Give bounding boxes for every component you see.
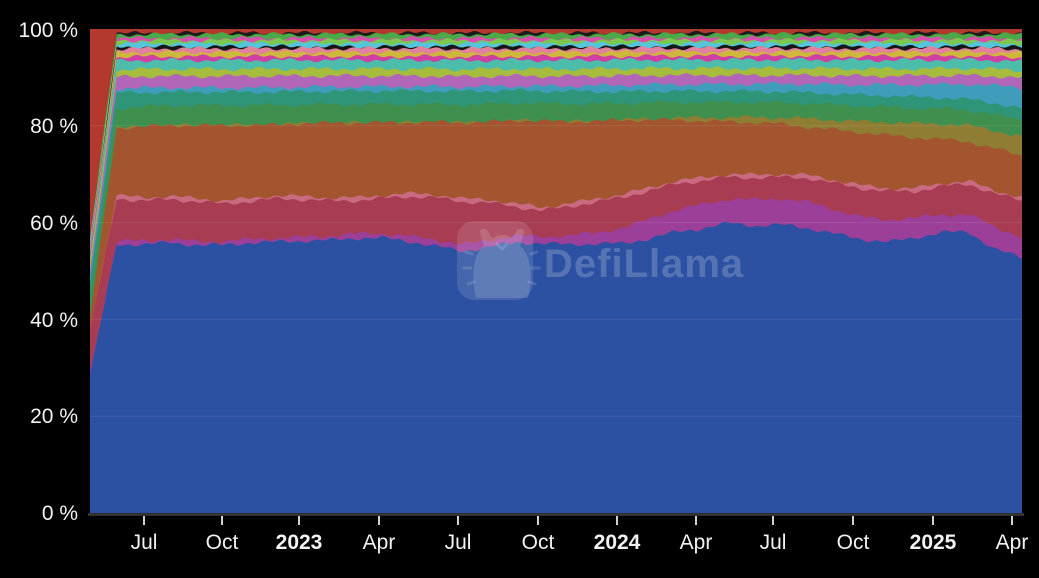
llama-whisker-left-icon bbox=[462, 250, 476, 286]
y-label-80: 80 % bbox=[30, 115, 78, 138]
y-label-60: 60 % bbox=[30, 212, 78, 235]
x-label-jul-2023: Jul bbox=[445, 531, 472, 554]
x-axis-ticks bbox=[143, 516, 1013, 525]
x-label-apr-2024: Apr bbox=[680, 531, 713, 554]
y-label-40: 40 % bbox=[30, 309, 78, 332]
x-label-2025: 2025 bbox=[910, 531, 957, 554]
y-label-20: 20 % bbox=[30, 405, 78, 428]
area-band-blue[interactable] bbox=[90, 221, 1022, 513]
x-label-oct-2022: Oct bbox=[206, 531, 239, 554]
x-label-2024: 2024 bbox=[594, 531, 641, 554]
x-label-oct-2024: Oct bbox=[837, 531, 870, 554]
y-label-0: 0 % bbox=[42, 502, 78, 525]
area-series-group[interactable] bbox=[90, 29, 1022, 514]
gridlines bbox=[90, 125, 1022, 417]
x-label-oct-2023: Oct bbox=[522, 531, 555, 554]
x-label-jul-2024: Jul bbox=[760, 531, 787, 554]
x-label-2023: 2023 bbox=[276, 531, 323, 554]
x-label-apr-2023: Apr bbox=[363, 531, 396, 554]
y-axis-labels: 0 % 20 % 40 % 60 % 80 % 100 % bbox=[18, 19, 78, 525]
llama-whisker-right-icon bbox=[527, 250, 541, 286]
y-label-100: 100 % bbox=[18, 19, 78, 42]
x-label-jul-2022: Jul bbox=[131, 531, 158, 554]
llama-nose-icon bbox=[495, 242, 509, 252]
watermark-text: DefiLlama bbox=[544, 242, 744, 286]
x-axis-labels: Jul Oct 2023 Apr Jul Oct 2024 Apr Jul Oc… bbox=[131, 531, 1029, 554]
defillama-watermark: DefiLlama bbox=[457, 221, 744, 300]
defillama-logo-icon bbox=[457, 221, 533, 300]
x-label-apr-2025: Apr bbox=[996, 531, 1029, 554]
llama-icon bbox=[473, 228, 531, 298]
